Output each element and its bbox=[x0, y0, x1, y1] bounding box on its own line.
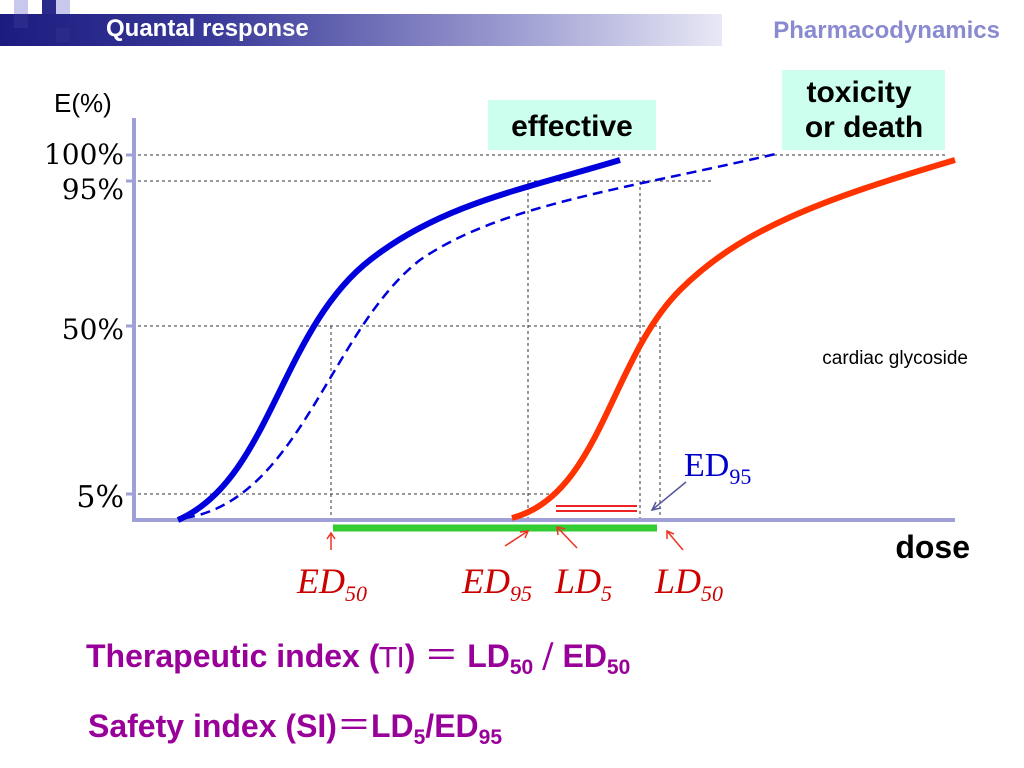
safety-index-formula: Safety index (SI)＝LD5/ED95 bbox=[88, 698, 502, 750]
label-ld50-main: LD bbox=[654, 561, 701, 601]
label-ld50: LD50 bbox=[654, 561, 723, 606]
slide-subject: Pharmacodynamics bbox=[773, 17, 1000, 44]
drug-label: cardiac glycoside bbox=[822, 348, 968, 369]
label-ed95: ED95 bbox=[461, 561, 532, 606]
effective-curve bbox=[176, 157, 621, 523]
si-numerator: LD bbox=[370, 708, 414, 744]
toxicity-box-label-2: or death bbox=[805, 111, 923, 144]
label-ed50: ED50 bbox=[296, 561, 367, 606]
ti-numerator-sub: 50 bbox=[509, 656, 534, 679]
deco-square bbox=[42, 0, 56, 14]
si-denominator: /ED bbox=[425, 708, 479, 744]
ti-close: ) bbox=[404, 638, 416, 674]
y-tick-label: 100% bbox=[44, 138, 124, 171]
arrow-ld5 bbox=[556, 526, 578, 549]
label-ld5-sub: 5 bbox=[601, 581, 612, 606]
deco-square bbox=[56, 28, 70, 42]
arrow-head bbox=[326, 531, 336, 540]
label-ld5-main: LD bbox=[554, 561, 601, 601]
y-axis-label: E(%) bbox=[54, 88, 112, 118]
toxicity-box bbox=[782, 70, 945, 150]
header-bar bbox=[0, 14, 722, 46]
ed95-annotation-sub: 95 bbox=[729, 464, 751, 489]
si-numerator-sub: 5 bbox=[413, 726, 426, 749]
deco-square bbox=[14, 14, 28, 28]
y-tick-label: 5% bbox=[76, 480, 124, 515]
effective-box bbox=[488, 100, 656, 150]
toxicity-box-label-1: toxicity bbox=[806, 76, 911, 109]
y-tick-label: 50% bbox=[62, 313, 124, 346]
label-ed95-main: ED bbox=[461, 561, 510, 601]
label-ed50-main: ED bbox=[296, 561, 345, 601]
si-label: Safety index (SI) bbox=[88, 708, 337, 744]
arrow-head bbox=[666, 529, 675, 539]
effective-curve-dashed bbox=[184, 151, 781, 520]
deco-square bbox=[0, 0, 14, 14]
y-tick-label: 95% bbox=[62, 173, 124, 206]
label-ed50-sub: 50 bbox=[345, 581, 367, 606]
ed95-annotation-main: ED bbox=[684, 447, 729, 484]
label-ld5: LD5 bbox=[554, 561, 612, 606]
arrow-ed95 bbox=[504, 530, 529, 547]
ti-numerator: LD bbox=[467, 638, 510, 674]
slide-title: Quantal response bbox=[106, 15, 309, 42]
x-axis-label: dose bbox=[895, 529, 970, 565]
deco-square bbox=[56, 0, 70, 14]
arrow-head bbox=[519, 530, 530, 539]
arrow-head bbox=[556, 526, 566, 536]
toxicity-curve bbox=[511, 157, 956, 521]
ti-abbr: TI bbox=[379, 641, 405, 674]
arrow-ed95-annotation bbox=[651, 481, 687, 511]
ti-denominator: ED bbox=[562, 638, 607, 674]
effective-box-label: effective bbox=[511, 110, 633, 143]
label-ld50-sub: 50 bbox=[701, 581, 723, 606]
arrow-ld50 bbox=[666, 530, 684, 551]
ed95-annotation: ED95 bbox=[684, 447, 751, 489]
ti-divide: / bbox=[542, 636, 554, 676]
arrow-head bbox=[650, 501, 662, 512]
ti-label: Therapeutic index ( bbox=[86, 638, 380, 674]
label-ed95-sub: 95 bbox=[510, 581, 532, 606]
therapeutic-index-formula: Therapeutic index (TI) ＝ LD50 / ED50 bbox=[86, 628, 630, 680]
si-denominator-sub: 95 bbox=[478, 726, 502, 749]
ti-denominator-sub: 50 bbox=[606, 656, 631, 679]
deco-square bbox=[14, 0, 28, 14]
ti-equals: ＝ bbox=[424, 636, 459, 676]
si-equals: ＝ bbox=[336, 706, 371, 746]
